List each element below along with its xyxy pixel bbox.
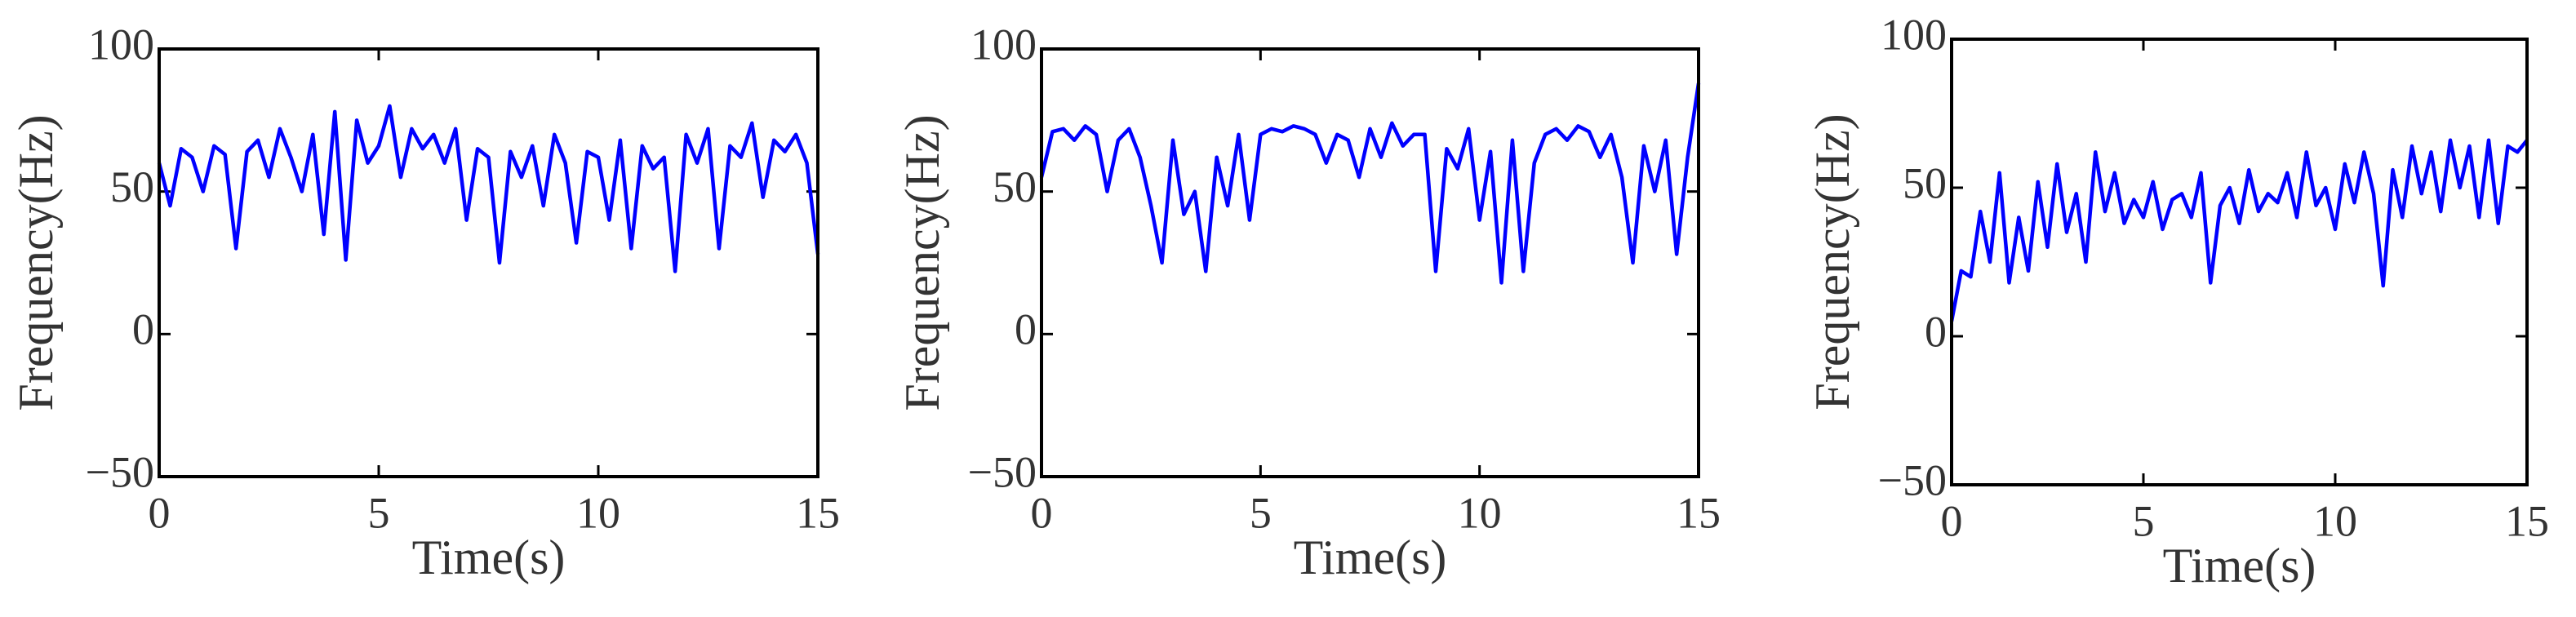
- y-tick-label: 100: [1881, 10, 1947, 59]
- y-tick-label: −50: [1878, 455, 1947, 504]
- x-tick-label: 10: [2313, 496, 2357, 545]
- x-tick-label: 0: [1941, 496, 1963, 545]
- y-axis-label: Frequency(Hz): [9, 114, 63, 411]
- y-tick-label: 100: [970, 20, 1037, 69]
- y-tick-label: −50: [968, 447, 1037, 496]
- x-tick-label: 15: [1677, 488, 1721, 537]
- x-tick-label: 15: [796, 488, 840, 537]
- y-tick-label: 50: [993, 162, 1037, 211]
- data-line: [1949, 138, 2529, 322]
- y-tick-label: 50: [110, 162, 154, 211]
- x-axis-label: Time(s): [2163, 539, 2316, 593]
- data-line: [157, 104, 820, 273]
- y-axis-label: Frequency(Hz): [1805, 113, 1859, 410]
- y-tick-label: 100: [88, 20, 154, 69]
- x-tick-label: 0: [149, 488, 171, 537]
- y-tick-label: 50: [1903, 158, 1947, 207]
- plot-frame: [1040, 47, 1700, 478]
- x-tick-label: 10: [576, 488, 620, 537]
- y-tick-label: 0: [132, 305, 154, 354]
- x-axis-label: Time(s): [412, 530, 566, 584]
- y-tick-label: −50: [86, 447, 154, 496]
- plot-frame: [158, 47, 819, 478]
- y-axis-label: Frequency(Hz): [895, 114, 949, 411]
- plot-frame: [1950, 38, 2529, 486]
- x-tick-label: 15: [2505, 496, 2549, 545]
- x-axis-label: Time(s): [1294, 530, 1447, 584]
- x-tick-label: 5: [2133, 496, 2155, 545]
- x-tick-label: 5: [1250, 488, 1272, 537]
- x-tick-label: 0: [1031, 488, 1053, 537]
- x-tick-label: 5: [368, 488, 390, 537]
- y-tick-label: 0: [1015, 305, 1037, 354]
- x-tick-label: 10: [1458, 488, 1502, 537]
- y-tick-label: 0: [1925, 307, 1947, 356]
- data-line: [1039, 82, 1701, 285]
